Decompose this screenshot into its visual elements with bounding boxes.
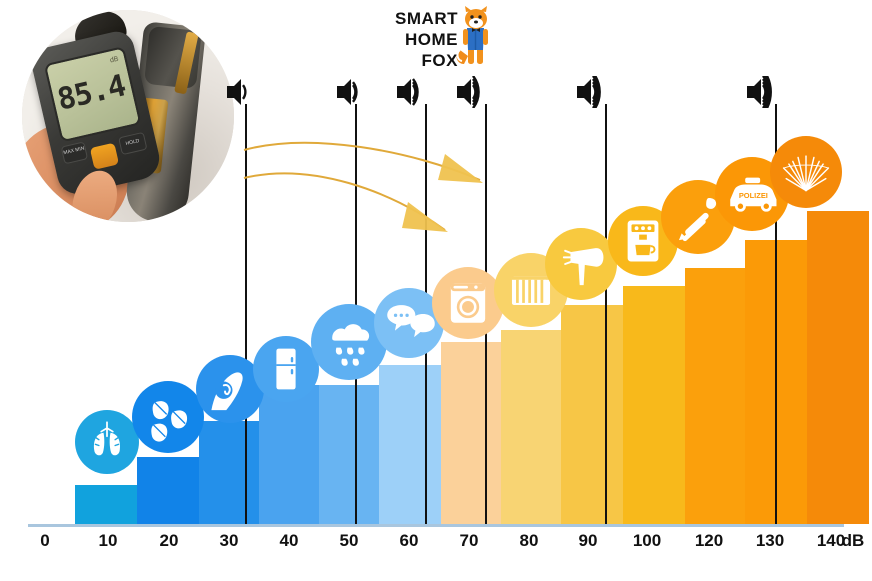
bar-90db [561,305,623,524]
bar-140db [807,211,869,524]
trend-arrows [243,141,483,232]
bar-10db [75,485,137,524]
speaker-1-wave [223,76,269,113]
axis-unit-label: dB [841,531,865,550]
section-divider-5 [605,104,607,524]
whisper-icon [196,355,264,423]
sound-level-meter-photo: dB 85.4 MAX MIN HOLD [22,10,234,222]
bar-120db [685,268,745,524]
hair-dryer-icon [545,228,617,300]
bar-20db [137,457,199,524]
bar-50db [319,385,379,524]
fox-mascot-icon [456,6,488,64]
axis-tick-80: 80 [519,531,539,550]
speaker-6-waves [743,68,789,116]
leaves-icon [132,381,204,453]
axis-tick-20: 20 [159,531,179,550]
bar-60db [379,365,441,524]
conversation-icon [374,288,444,358]
bar-70db [441,342,501,524]
axis-tick-30: 30 [219,531,239,550]
washing-machine-icon [432,267,504,339]
section-divider-1 [245,104,247,524]
axis-tick-10: 10 [98,531,118,550]
axis-line [28,524,844,527]
speaker-5-waves [573,72,619,113]
bar-80db [501,330,561,524]
axis-tick-50: 50 [339,531,359,550]
axis-tick-130: 130 [755,531,785,550]
section-divider-6 [775,104,777,524]
axis-tick-90: 90 [578,531,598,550]
axis-tick-40: 40 [279,531,299,550]
logo-wordmark: SMART HOME FOX [378,8,458,71]
speaker-4-waves [453,75,499,113]
speaker-2-waves [333,76,379,113]
bar-30db [199,421,259,524]
refrigerator-icon [253,336,319,402]
logo-line-1: SMART [395,9,458,28]
logo-line-2: HOME [405,30,458,49]
axis-tick-120: 120 [694,531,724,550]
bar-100db [623,286,685,524]
fireworks-icon [770,136,842,208]
axis-tick-60: 60 [399,531,419,550]
axis-tick-140: 140 [816,531,846,550]
svg-text:POLIZEI: POLIZEI [739,191,768,200]
logo-line-3: FOX [421,51,458,70]
axis-tick-0: 0 [40,531,50,550]
axis-tick-70: 70 [459,531,479,550]
axis-tick-100: 100 [632,531,662,550]
speaker-3-waves [393,76,439,113]
brand-logo: SMART HOME FOX [378,6,496,72]
bar-40db [259,385,319,524]
lungs-icon [75,410,139,474]
